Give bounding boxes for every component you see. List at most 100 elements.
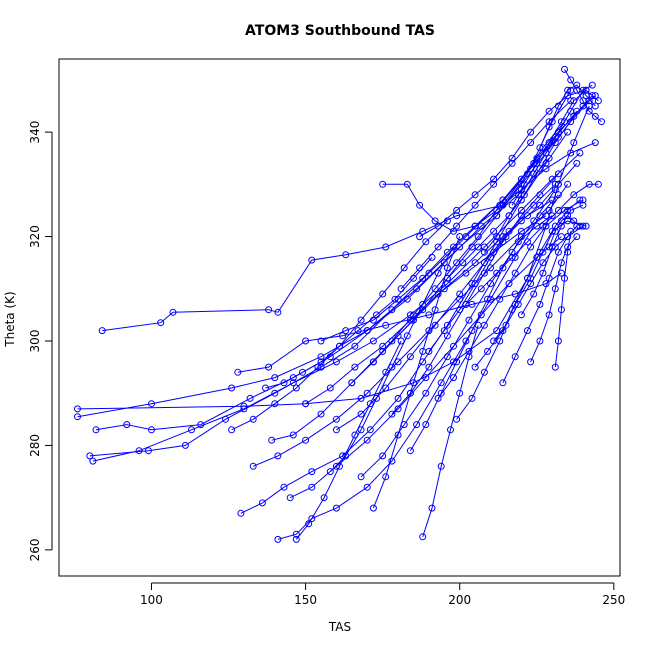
data-point <box>410 274 417 282</box>
data-point <box>536 337 544 345</box>
data-point <box>524 327 531 335</box>
data-point <box>357 316 365 324</box>
series-line <box>95 157 550 431</box>
data-point <box>289 431 297 439</box>
data-point <box>453 358 461 366</box>
data-point <box>434 222 442 230</box>
data-point <box>369 337 377 345</box>
data-point <box>564 248 572 256</box>
data-point <box>545 107 553 115</box>
data-point <box>258 499 266 507</box>
series-line <box>447 95 593 279</box>
data-point <box>419 533 427 541</box>
data-point <box>511 290 519 298</box>
data-point <box>471 222 479 230</box>
data-point <box>453 206 461 214</box>
data-series <box>397 97 575 293</box>
series-line <box>456 220 587 420</box>
data-point <box>517 311 525 319</box>
data-series <box>561 65 605 126</box>
data-point <box>536 191 544 199</box>
data-point <box>536 201 544 209</box>
data-series <box>228 217 451 434</box>
data-point <box>576 196 584 204</box>
data-point <box>332 504 340 512</box>
data-point <box>570 217 578 225</box>
data-point <box>403 332 411 340</box>
series-line <box>360 189 556 478</box>
data-point <box>440 327 448 335</box>
data-point <box>573 233 581 241</box>
series-line <box>295 340 402 540</box>
data-point <box>419 347 427 355</box>
data-point <box>561 65 568 73</box>
data-point <box>480 368 488 376</box>
data-point <box>351 431 359 439</box>
data-point <box>289 374 297 382</box>
data-point <box>369 504 377 512</box>
data-point <box>539 248 547 256</box>
y-tick-label: 320 <box>28 225 42 248</box>
data-point <box>453 222 461 230</box>
data-point <box>471 363 479 371</box>
data-point <box>545 243 553 251</box>
data-point <box>517 175 525 183</box>
data-point <box>299 368 306 376</box>
data-point <box>188 426 195 434</box>
data-point <box>545 123 553 131</box>
series-line <box>372 236 461 509</box>
data-point <box>474 243 482 251</box>
data-point <box>545 118 553 126</box>
data-point <box>564 128 572 136</box>
y-tick-label: 340 <box>28 121 42 144</box>
data-point <box>567 76 575 84</box>
data-point <box>514 300 522 308</box>
data-point <box>373 394 380 402</box>
data-point <box>514 238 522 246</box>
data-point <box>422 389 430 397</box>
data-series <box>74 102 593 413</box>
data-point <box>462 300 470 308</box>
data-point <box>403 295 411 303</box>
data-point <box>336 462 343 470</box>
data-point <box>357 394 365 402</box>
data-point <box>422 374 430 382</box>
data-point <box>530 290 538 298</box>
data-point <box>551 285 559 293</box>
x-tick-label: 150 <box>294 593 317 607</box>
series-line <box>564 69 602 123</box>
data-point <box>505 212 513 220</box>
data-point <box>437 389 445 397</box>
data-point <box>484 295 491 303</box>
data-point <box>437 462 445 470</box>
data-point <box>406 389 414 397</box>
data-point <box>471 191 479 199</box>
data-point <box>554 337 562 345</box>
data-point <box>157 319 165 327</box>
series-line <box>329 246 454 472</box>
data-point <box>450 342 457 350</box>
data-point <box>570 112 578 120</box>
data-series <box>249 180 572 470</box>
data-series <box>74 86 575 421</box>
data-point <box>536 300 544 308</box>
data-point <box>366 426 374 434</box>
data-point <box>388 363 396 371</box>
data-point <box>443 321 451 329</box>
data-point <box>591 102 599 110</box>
data-series <box>317 107 581 345</box>
data-point <box>308 515 316 523</box>
data-point <box>582 92 590 100</box>
series-line <box>422 325 479 537</box>
data-series <box>536 81 599 152</box>
data-point <box>579 196 587 204</box>
data-point <box>561 274 568 282</box>
data-point <box>394 358 402 366</box>
data-point <box>428 504 436 512</box>
data-point <box>579 97 587 105</box>
data-point <box>305 520 313 528</box>
data-point <box>505 227 513 235</box>
plot-frame <box>58 58 621 577</box>
data-point <box>274 535 282 543</box>
